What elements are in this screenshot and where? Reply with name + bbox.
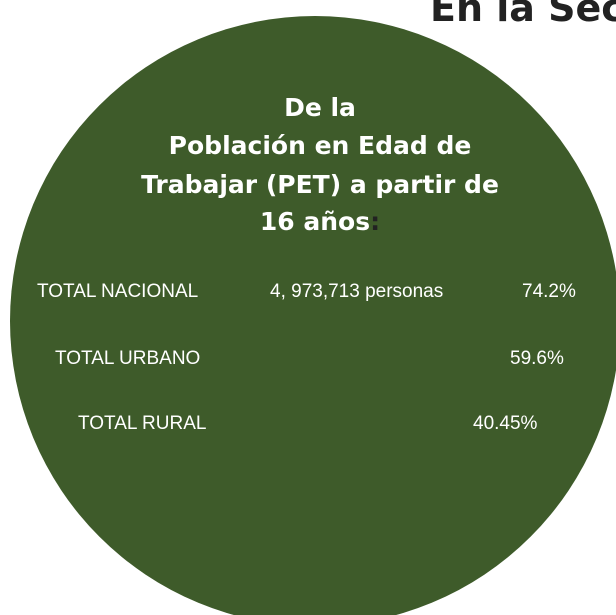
title-line: De la bbox=[284, 93, 356, 122]
title-line: Población en Edad de bbox=[168, 131, 472, 160]
header-text: En la Sec bbox=[430, 0, 616, 30]
row-detail: 4, 973,713 personas bbox=[270, 281, 444, 302]
title-line: 16 años: bbox=[60, 202, 580, 241]
row-label: TOTAL RURAL bbox=[78, 413, 207, 434]
row-value: 74.2% bbox=[522, 281, 576, 302]
title-line: Trabajar (PET) a partir de bbox=[141, 170, 499, 199]
green-circle bbox=[10, 16, 616, 615]
row-label: TOTAL NACIONAL bbox=[37, 281, 199, 302]
title-line-text: 16 años bbox=[259, 207, 371, 236]
title-colon: : bbox=[370, 207, 381, 236]
row-value: 59.6% bbox=[510, 348, 564, 369]
row-label: TOTAL URBANO bbox=[55, 348, 201, 369]
row-value: 40.45% bbox=[473, 413, 538, 434]
